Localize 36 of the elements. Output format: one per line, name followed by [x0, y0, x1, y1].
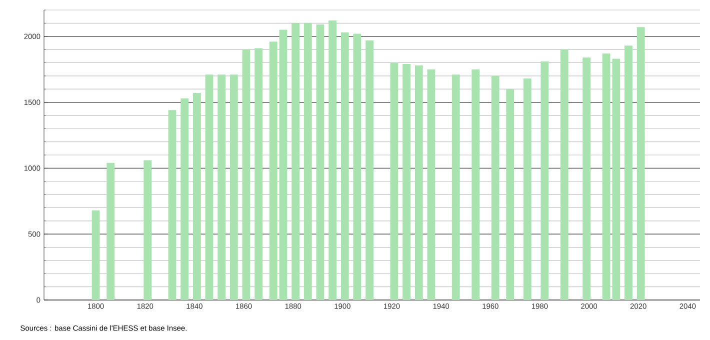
bar	[472, 69, 480, 300]
bar	[523, 78, 532, 300]
bar	[316, 24, 324, 300]
bar	[636, 27, 645, 300]
bar	[340, 32, 349, 300]
bar	[414, 65, 423, 300]
bar	[540, 61, 549, 300]
bar	[192, 93, 201, 300]
bar	[366, 40, 374, 300]
bar	[304, 23, 312, 300]
bar	[602, 53, 610, 300]
bar	[560, 50, 568, 300]
bar	[427, 69, 436, 300]
bar	[612, 58, 620, 300]
bar	[452, 74, 460, 300]
bar	[180, 98, 189, 300]
bar	[491, 76, 500, 300]
bar	[582, 57, 591, 300]
bar	[402, 64, 410, 300]
bar	[254, 48, 263, 300]
bar	[218, 74, 226, 300]
bar	[144, 160, 152, 300]
bar	[168, 110, 176, 300]
bar	[106, 162, 115, 300]
bar	[328, 20, 336, 300]
bar	[353, 34, 362, 300]
bar	[242, 50, 250, 300]
bar	[92, 210, 100, 300]
bar	[205, 74, 214, 300]
bar	[506, 89, 514, 300]
bar	[624, 46, 632, 300]
bar	[390, 62, 398, 300]
bar	[292, 23, 300, 300]
bar	[230, 74, 238, 300]
bar	[269, 42, 278, 300]
bar	[279, 30, 288, 300]
